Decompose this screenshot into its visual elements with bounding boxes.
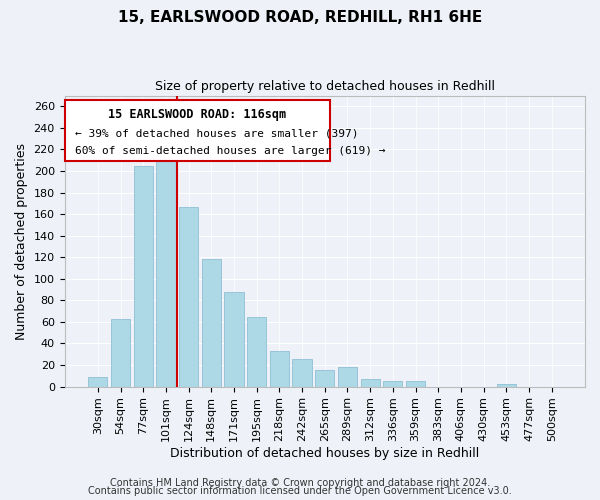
Bar [383, 381, 403, 386]
Title: Size of property relative to detached houses in Redhill: Size of property relative to detached ho… [155, 80, 495, 93]
Bar [247, 316, 266, 386]
Text: ← 39% of detached houses are smaller (397): ← 39% of detached houses are smaller (39… [75, 128, 358, 138]
Y-axis label: Number of detached properties: Number of detached properties [15, 142, 28, 340]
Bar [497, 384, 516, 386]
Bar [134, 166, 153, 386]
Bar [338, 367, 357, 386]
Bar [224, 292, 244, 386]
Text: Contains public sector information licensed under the Open Government Licence v3: Contains public sector information licen… [88, 486, 512, 496]
Bar [270, 351, 289, 386]
Bar [406, 381, 425, 386]
Text: 15 EARLSWOOD ROAD: 116sqm: 15 EARLSWOOD ROAD: 116sqm [108, 108, 286, 120]
Text: 15, EARLSWOOD ROAD, REDHILL, RH1 6HE: 15, EARLSWOOD ROAD, REDHILL, RH1 6HE [118, 10, 482, 25]
Bar [292, 358, 312, 386]
X-axis label: Distribution of detached houses by size in Redhill: Distribution of detached houses by size … [170, 447, 479, 460]
Bar [202, 260, 221, 386]
Bar [361, 379, 380, 386]
FancyBboxPatch shape [65, 100, 330, 161]
Bar [156, 160, 176, 386]
Bar [111, 318, 130, 386]
Bar [315, 370, 334, 386]
Bar [88, 377, 107, 386]
Bar [179, 206, 198, 386]
Text: 60% of semi-detached houses are larger (619) →: 60% of semi-detached houses are larger (… [75, 146, 385, 156]
Text: Contains HM Land Registry data © Crown copyright and database right 2024.: Contains HM Land Registry data © Crown c… [110, 478, 490, 488]
